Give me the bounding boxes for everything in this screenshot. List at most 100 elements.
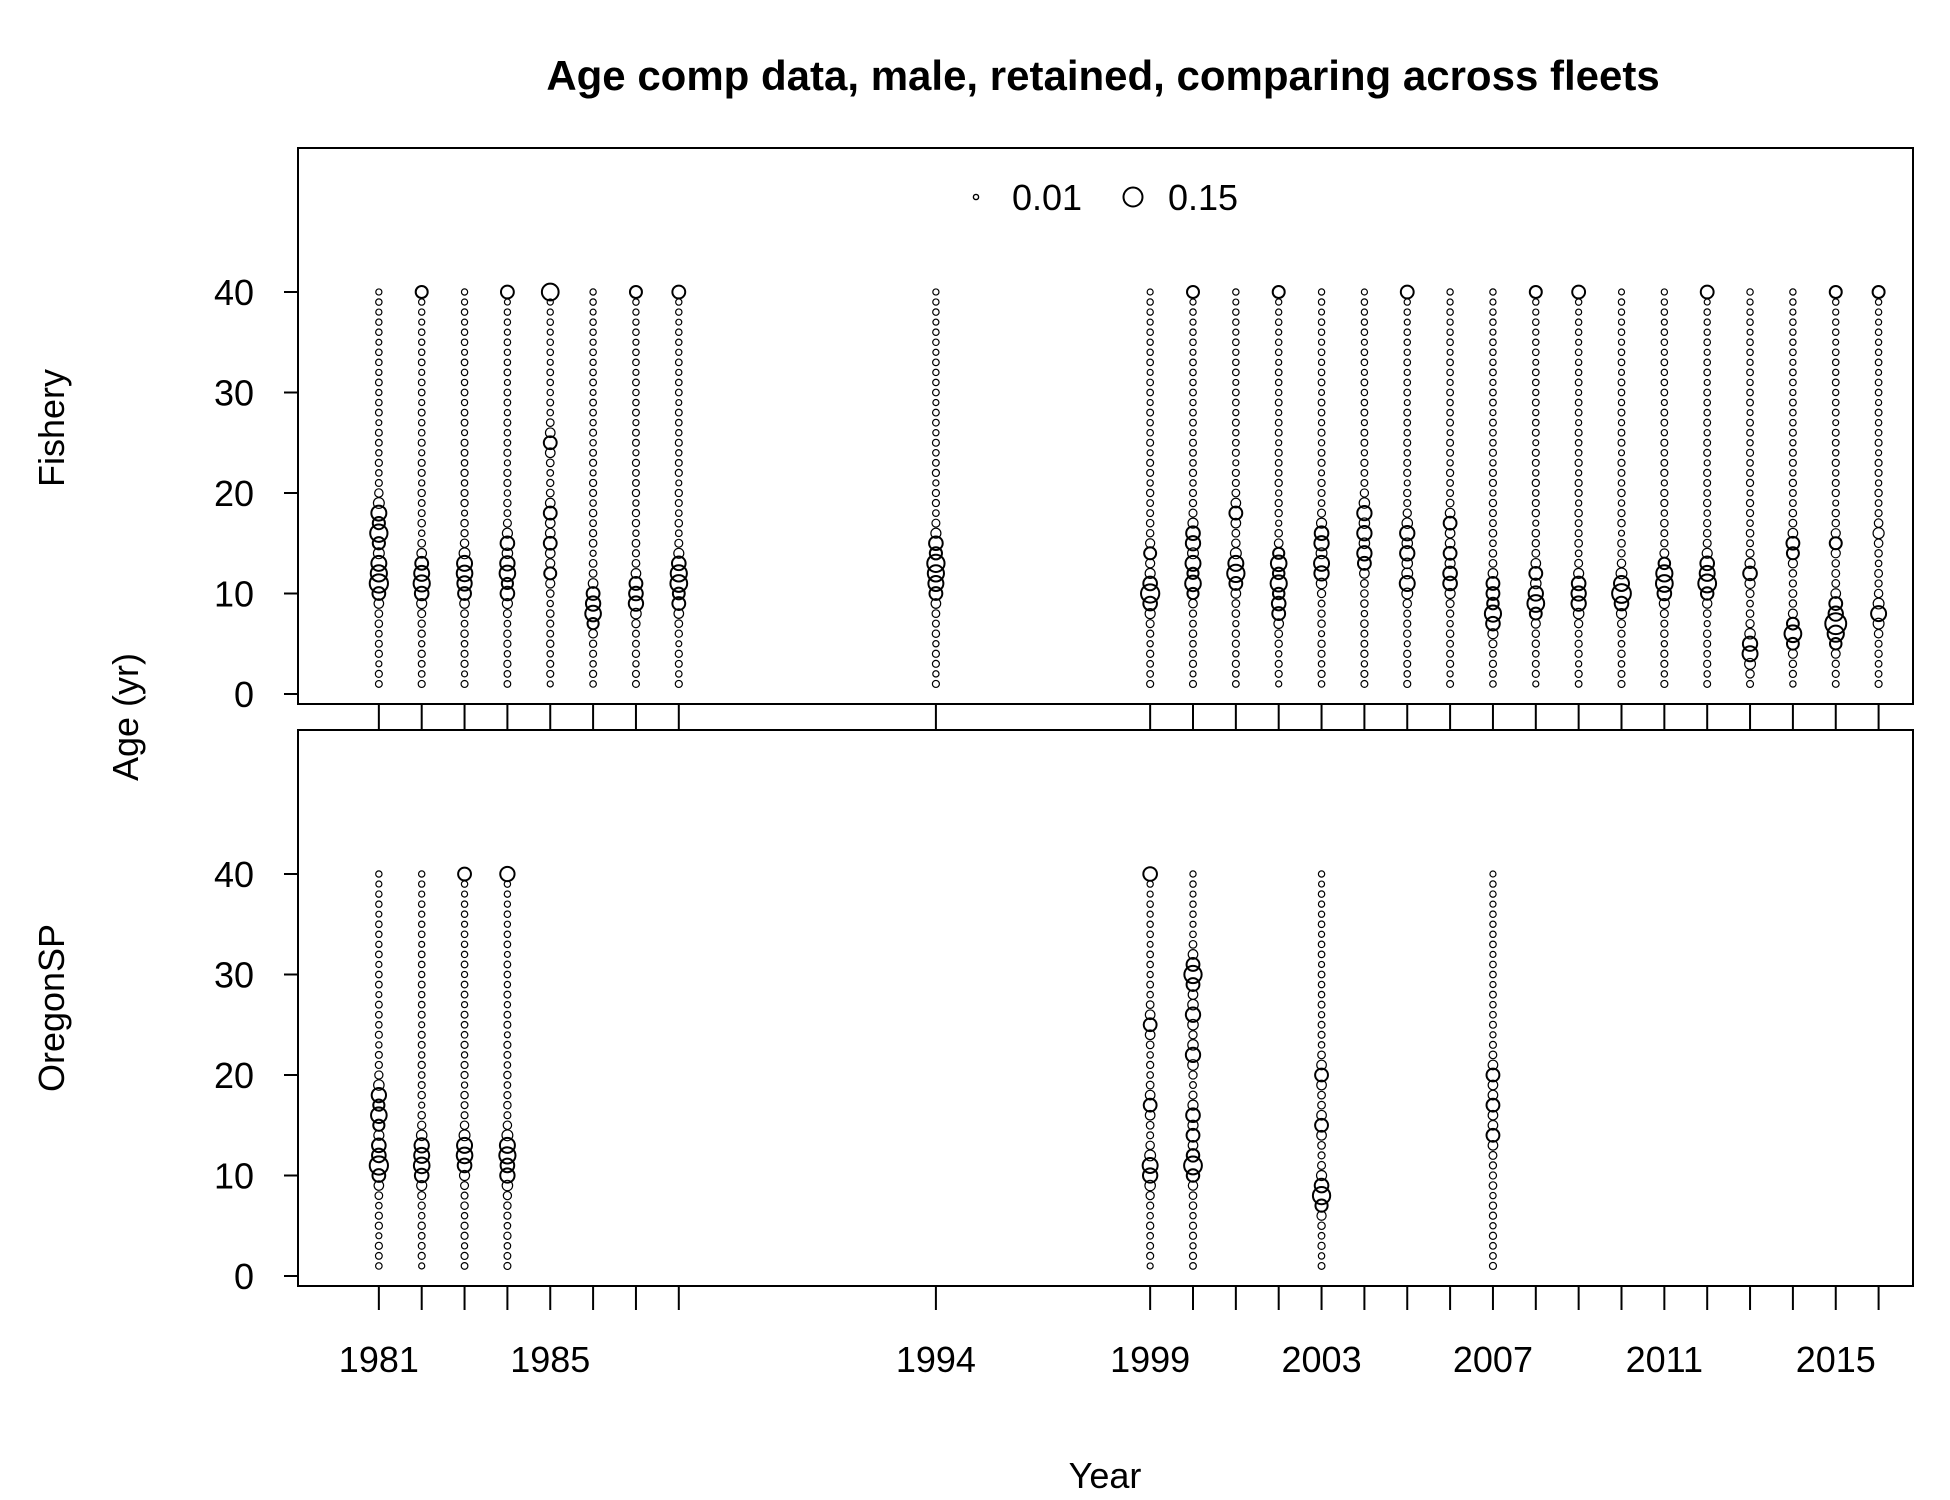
y-tick-label: 20	[214, 473, 254, 514]
x-tick-label: 2015	[1796, 1339, 1876, 1380]
bubble	[1489, 890, 1497, 898]
bubble	[631, 549, 641, 558]
bubble	[588, 538, 598, 548]
bubble	[1660, 388, 1669, 397]
bubble	[589, 408, 597, 417]
bubble	[1529, 577, 1542, 590]
bubble	[1446, 429, 1454, 437]
bubble	[503, 670, 512, 678]
bubble	[589, 398, 598, 407]
bubble	[1787, 527, 1799, 539]
bubble	[375, 388, 383, 397]
bubble	[931, 518, 941, 528]
bubble	[1874, 579, 1883, 588]
bubble	[375, 880, 383, 888]
bubble	[417, 358, 426, 367]
bubble	[503, 659, 512, 669]
bubble	[1489, 1000, 1497, 1009]
bubble	[1488, 558, 1498, 568]
bubble	[1488, 1171, 1498, 1180]
bubble	[1274, 629, 1284, 639]
bubble	[1531, 639, 1541, 648]
bubble	[1360, 458, 1369, 467]
bubble	[1146, 1071, 1155, 1079]
bubble	[460, 1101, 469, 1110]
bubble	[417, 990, 426, 999]
bubble	[1403, 388, 1412, 397]
bubble	[374, 1191, 384, 1200]
bubble	[1145, 1120, 1155, 1130]
bubble	[1789, 298, 1797, 306]
bubble	[503, 298, 511, 306]
bubble	[1617, 518, 1626, 528]
bubble	[930, 527, 942, 539]
bubble	[503, 438, 512, 447]
bubble	[1489, 539, 1497, 548]
bubble	[1442, 565, 1458, 582]
bubble	[930, 598, 942, 609]
bubble	[1275, 680, 1283, 688]
bubble	[1574, 558, 1584, 568]
bubble	[1401, 587, 1414, 600]
bubble	[1442, 515, 1458, 531]
bubble	[1445, 609, 1455, 618]
bubble	[1317, 318, 1326, 326]
bubble	[1660, 298, 1669, 306]
bubble	[1231, 599, 1241, 608]
bubble	[932, 348, 940, 356]
bubble	[1488, 1020, 1497, 1029]
bubble	[503, 1251, 512, 1260]
bubble	[545, 418, 555, 428]
bubble	[1789, 368, 1797, 377]
bubble	[1616, 619, 1627, 629]
bubble	[1699, 586, 1715, 601]
bubble	[1232, 619, 1240, 628]
bubble	[375, 1041, 383, 1049]
bubble	[1660, 640, 1669, 648]
bubble	[1146, 1262, 1154, 1270]
bubble	[1617, 449, 1626, 457]
bubble	[1788, 599, 1798, 608]
bubble	[374, 1201, 383, 1210]
bubble	[1274, 318, 1283, 326]
bubble	[589, 448, 598, 457]
bubble	[1274, 639, 1283, 648]
bubble	[1188, 438, 1198, 447]
bubble	[374, 649, 384, 658]
bubble	[546, 478, 555, 488]
bubble	[1660, 529, 1669, 538]
bubble	[1402, 598, 1413, 609]
bubble	[375, 660, 383, 668]
bubble	[1142, 595, 1158, 612]
bubble	[1232, 650, 1240, 658]
bubble	[1228, 505, 1244, 521]
bubble	[1189, 388, 1197, 397]
bubble	[1316, 1109, 1327, 1121]
bubble	[1146, 910, 1154, 918]
bubble	[1660, 398, 1668, 407]
bubble	[1317, 599, 1326, 608]
bubble	[1360, 438, 1369, 447]
bubble	[1186, 285, 1200, 299]
bubble	[1356, 555, 1372, 571]
bubble	[417, 870, 426, 878]
bubble	[1745, 448, 1755, 457]
bubble	[1531, 489, 1540, 497]
y-tick-label: 10	[214, 574, 254, 615]
bubble	[460, 468, 469, 478]
bubble	[1360, 660, 1369, 668]
bubble	[1403, 308, 1412, 316]
bubble	[503, 920, 512, 928]
bubble	[542, 435, 558, 451]
bubble	[1874, 388, 1883, 397]
bubble	[1231, 418, 1240, 427]
bubble	[1317, 980, 1326, 989]
bubble	[459, 1120, 470, 1131]
bubble	[1315, 1169, 1328, 1182]
bubble	[1275, 358, 1283, 366]
bubble	[1184, 1006, 1202, 1023]
bubble	[460, 900, 469, 908]
bubble	[370, 1086, 388, 1104]
bubble	[1274, 338, 1283, 347]
bubble	[1232, 338, 1240, 347]
